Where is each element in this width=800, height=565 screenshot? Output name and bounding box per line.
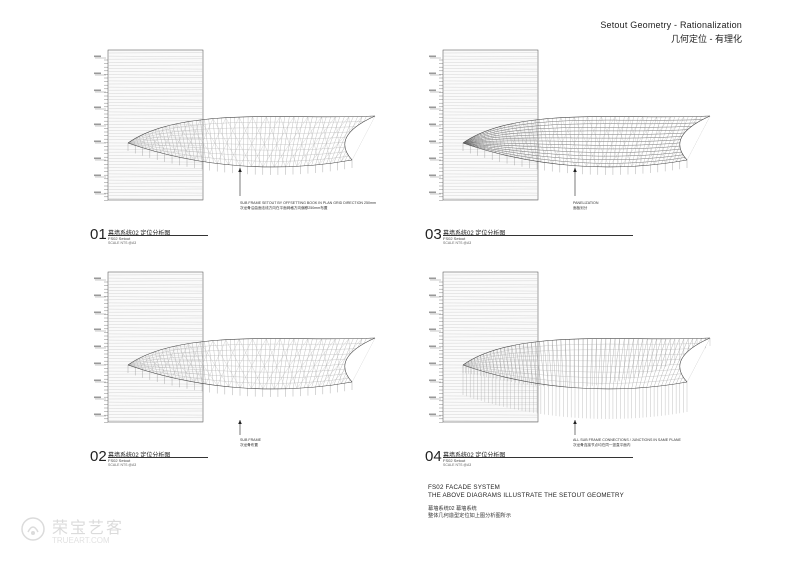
caption-divider xyxy=(443,457,633,458)
annotation-cn: 次龙骨布置 xyxy=(240,443,258,447)
system-title: FS02 FACADE SYSTEM xyxy=(428,484,501,491)
annotation-03: PANELIZATION 面板划分 xyxy=(573,201,598,211)
panel-number: 04 xyxy=(425,448,442,465)
panel-subtitle: FS02 Setout xyxy=(108,458,131,463)
annotation-02: SUB FRAME 次龙骨布置 xyxy=(240,438,261,448)
panel-scale: SCALE NTS @A3 xyxy=(108,463,137,467)
system-summary-cn: 整体几何造型定位如上图分析图所示 xyxy=(428,513,512,519)
panel-title: 幕墙系统02 定位分析图 xyxy=(443,231,506,237)
caption-divider xyxy=(108,457,208,458)
canopy-surface xyxy=(462,115,711,175)
panel-subtitle: FS02 Setout xyxy=(443,458,466,463)
panel-title: 幕墙系统02 定位分析图 xyxy=(443,453,506,459)
panel-04: ALL SUB FRAME CONNECTIONS / JUNCTIONS IN… xyxy=(425,270,725,485)
header-title-en: Setout Geometry - Rationalization xyxy=(600,20,742,30)
annotation-01: SUB FRAME SETOUT BY OFFSETTING BOOK IN P… xyxy=(240,201,376,211)
watermark: 荣宝艺客 TRUEART.COM xyxy=(20,514,140,556)
panel-number: 01 xyxy=(90,226,107,243)
panel-scale: SCALE NTS @A3 xyxy=(108,241,137,245)
level-markers xyxy=(429,55,443,201)
leader-arrow xyxy=(573,168,577,196)
annotation-en: ALL SUB FRAME CONNECTIONS / JUNCTIONS IN… xyxy=(573,438,681,442)
wall-elevation xyxy=(107,49,204,201)
panel-number: 02 xyxy=(90,448,107,465)
annotation-cn: 次龙骨沿曲面法线方向在平面网格方向偏移250mm布置 xyxy=(240,206,328,210)
watermark-url: TRUEART.COM xyxy=(52,536,110,545)
watermark-text: 荣宝艺客 xyxy=(52,518,125,537)
leader-arrow xyxy=(238,420,242,435)
panel-number: 03 xyxy=(425,226,442,243)
panel-03: PANELIZATION 面板划分 03 幕墙系统02 定位分析图 FS02 S… xyxy=(425,48,725,263)
canopy-surface xyxy=(127,337,376,397)
level-markers xyxy=(94,55,108,201)
panel-scale: SCALE NTS @A3 xyxy=(443,463,472,467)
header-title-cn: 几何定位 - 有理化 xyxy=(671,34,742,44)
annotation-cn: 次龙骨连接节点均在同一竖直平面内 xyxy=(573,443,631,447)
panel-subtitle: FS02 Setout xyxy=(443,236,466,241)
setout-drawing-04 xyxy=(429,271,711,435)
panel-title: 幕墙系统02 定位分析图 xyxy=(108,453,171,459)
leader-arrow xyxy=(238,168,242,196)
system-description: FS02 FACADE SYSTEM THE ABOVE DIAGRAMS IL… xyxy=(428,484,624,520)
watermark-logo-icon xyxy=(21,517,45,541)
level-markers xyxy=(429,277,443,423)
system-summary-en: THE ABOVE DIAGRAMS ILLUSTRATE THE SETOUT… xyxy=(428,492,624,499)
panel-scale: SCALE NTS @A3 xyxy=(443,241,472,245)
caption-divider xyxy=(108,235,208,236)
level-markers xyxy=(94,277,108,423)
panel-01: SUB FRAME SETOUT BY OFFSETTING BOOK IN P… xyxy=(90,48,390,263)
annotation-en: SUB FRAME xyxy=(240,438,261,442)
annotation-04: ALL SUB FRAME CONNECTIONS / JUNCTIONS IN… xyxy=(573,438,681,448)
canopy-surface xyxy=(127,115,376,175)
setout-drawing-01 xyxy=(94,49,376,201)
leader-arrow xyxy=(573,420,577,435)
setout-drawing-03 xyxy=(429,49,711,201)
annotation-en: SUB FRAME SETOUT BY OFFSETTING BOOK IN P… xyxy=(240,201,376,205)
wall-elevation xyxy=(442,49,539,201)
setout-drawing-02 xyxy=(94,271,376,435)
wall-elevation xyxy=(442,271,539,423)
canopy-surface xyxy=(462,337,711,419)
annotation-cn: 面板划分 xyxy=(573,206,588,210)
annotation-en: PANELIZATION xyxy=(573,201,599,205)
system-title-cn: 幕墙系统02 幕墙系统 xyxy=(428,506,477,512)
caption-divider xyxy=(443,235,633,236)
panel-subtitle: FS02 Setout xyxy=(108,236,131,241)
panel-title: 幕墙系统02 定位分析图 xyxy=(108,231,171,237)
page-header: Setout Geometry - Rationalization 几何定位 -… xyxy=(600,20,742,45)
panel-02: SUB FRAME 次龙骨布置 02 幕墙系统02 定位分析图 FS02 Set… xyxy=(90,270,390,485)
